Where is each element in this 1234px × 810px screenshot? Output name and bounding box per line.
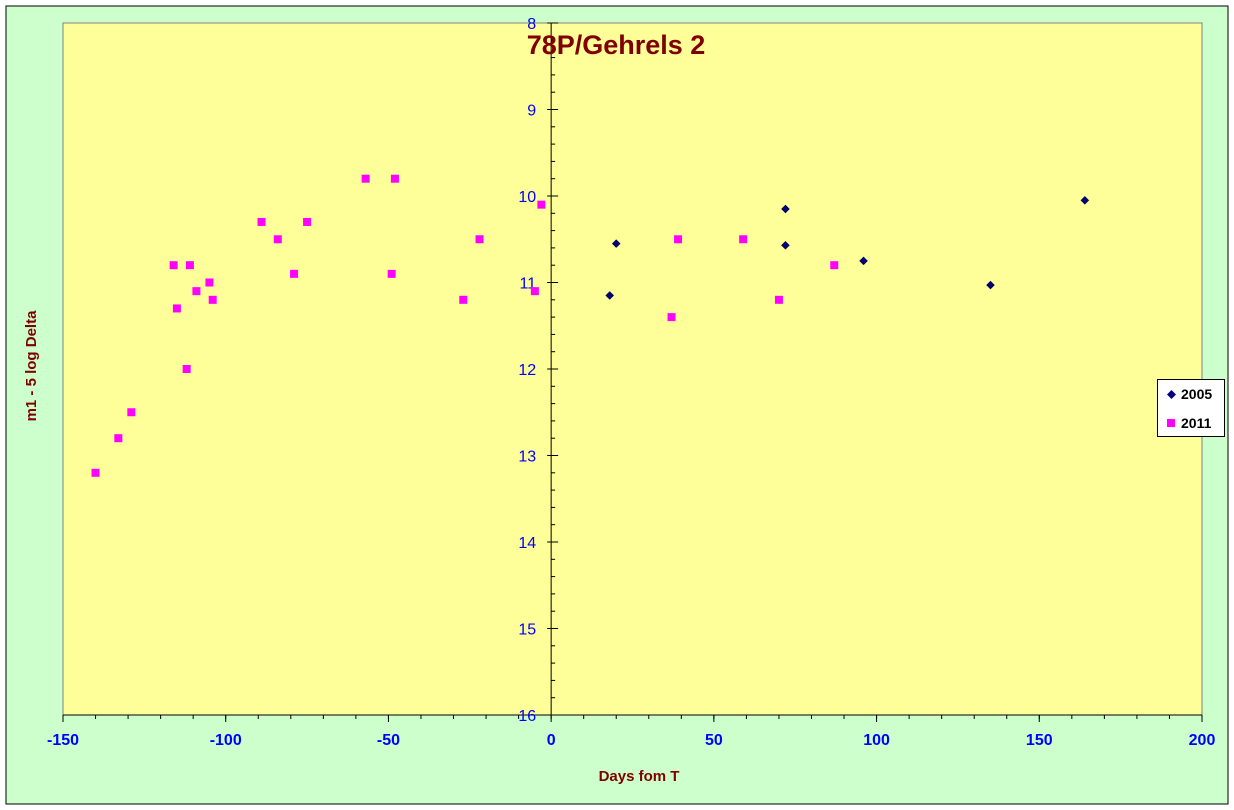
chart-title: 78P/Gehrels 2 (527, 30, 706, 60)
x-tick-label: 50 (705, 732, 723, 749)
data-point-2011 (739, 235, 748, 244)
data-point-2005 (605, 291, 615, 300)
data-point-2011 (114, 434, 123, 443)
x-tick-label: 200 (1189, 732, 1216, 749)
x-axis-title: Days fom T (599, 768, 680, 785)
data-point-2011 (667, 313, 676, 322)
data-point-2011 (91, 468, 100, 477)
legend: 2005 2011 (1157, 379, 1225, 437)
y-tick-label: 15 (518, 622, 536, 639)
square-marker-icon (1166, 419, 1176, 427)
y-tick-label: 12 (518, 362, 536, 379)
data-point-2011 (530, 287, 539, 296)
x-tick-label: 150 (1026, 732, 1053, 749)
x-tick-label: -50 (377, 732, 400, 749)
data-point-2011 (290, 269, 299, 278)
data-point-2011 (172, 304, 181, 313)
data-point-2005 (986, 280, 995, 290)
data-point-2005 (611, 239, 621, 248)
legend-item-2005: 2005 (1166, 384, 1212, 404)
y-tick-label: 13 (518, 449, 536, 466)
data-point-2011 (208, 295, 217, 304)
data-point-2011 (205, 278, 214, 287)
data-point-2011 (192, 287, 201, 296)
data-point-2011 (185, 261, 194, 270)
data-point-2011 (169, 261, 178, 270)
data-point-2011 (257, 217, 266, 226)
data-point-2011 (127, 408, 136, 417)
data-point-2005 (1080, 195, 1090, 205)
data-point-2011 (361, 174, 370, 183)
y-tick-label: 8 (527, 16, 536, 33)
x-tick-label: 100 (863, 732, 890, 749)
points-layer (91, 174, 1090, 477)
data-point-2011 (774, 295, 783, 304)
data-point-2011 (390, 174, 399, 183)
data-point-2011 (674, 235, 683, 244)
legend-label-2005: 2005 (1181, 386, 1213, 402)
y-tick-label: 14 (518, 535, 536, 552)
x-tick-label: 0 (547, 732, 556, 749)
data-point-2005 (781, 204, 790, 214)
legend-item-2011: 2011 (1166, 413, 1211, 433)
data-point-2011 (830, 261, 839, 270)
data-point-2011 (273, 235, 282, 244)
y-tick-label: 9 (527, 103, 536, 120)
data-point-2011 (459, 295, 468, 304)
y-tick-label: 10 (518, 189, 536, 206)
data-point-2011 (303, 217, 312, 226)
data-point-2011 (182, 365, 191, 373)
data-point-2005 (781, 240, 790, 250)
y-axis-title: m1 - 5 log Delta (23, 310, 40, 422)
diamond-marker-icon (1166, 389, 1176, 399)
x-tick-label: -100 (210, 732, 242, 749)
plot-area (62, 22, 1203, 716)
x-tick-label: -150 (47, 732, 79, 749)
data-point-2011 (537, 200, 546, 209)
y-tick-label: 16 (518, 708, 536, 725)
legend-label-2011: 2011 (1181, 415, 1212, 431)
data-point-2005 (859, 256, 868, 266)
data-point-2011 (387, 269, 396, 278)
data-point-2011 (475, 235, 484, 244)
